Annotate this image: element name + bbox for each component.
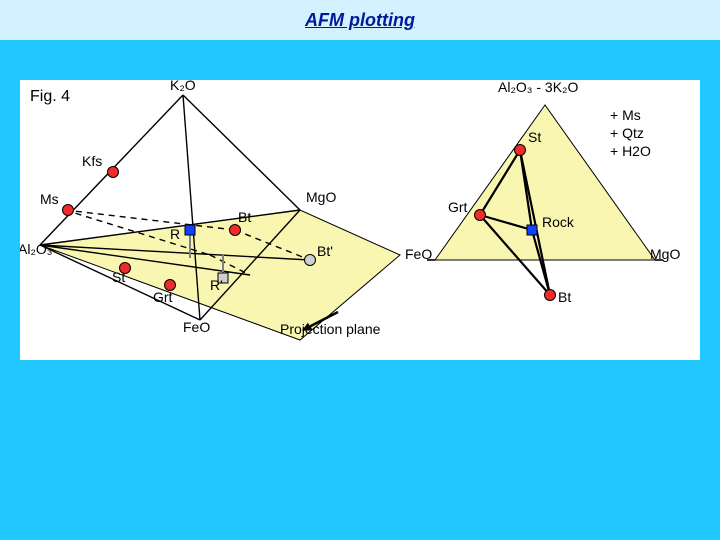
apex-label: FeO [183, 319, 210, 335]
afm-bt [545, 290, 556, 301]
excess-phase: + Qtz [610, 125, 644, 141]
mineral-kfs [108, 167, 119, 178]
apex-label: K₂O [170, 80, 196, 93]
mineral-label-grt: Grt [153, 289, 173, 305]
mineral-label-kfs: Kfs [82, 153, 102, 169]
mineral-label-bt': Bt' [317, 243, 333, 259]
afm-label-st: St [528, 129, 541, 145]
afm-grt [475, 210, 486, 221]
afm-apex-label: Al₂O₃ - 3K₂O [498, 80, 578, 95]
apex-label: Al₂O₃ [20, 241, 52, 257]
afm-rock [527, 225, 537, 235]
tetra-edge [183, 95, 300, 210]
mineral-label-st: St [112, 269, 125, 285]
dashed-projection [65, 210, 235, 230]
afm-st [515, 145, 526, 156]
title-bar: AFM plotting [0, 0, 720, 40]
afm-base-right-label: MgO [650, 246, 680, 262]
diagram-svg: Kfs Ms St Grt Bt Bt' R R' K₂O Al₂O₃ MgO FeO Projecti… [20, 80, 700, 360]
title-text: AFM plotting [305, 10, 415, 31]
excess-phase: + H2O [610, 143, 651, 159]
mineral-label-bt: Bt [238, 209, 251, 225]
rock-R [185, 225, 195, 235]
rock-label-R: R [170, 226, 180, 242]
mineral-bt' [305, 255, 316, 266]
projection-plane-label: Projection plane [280, 321, 381, 337]
mineral-ms [63, 205, 74, 216]
excess-phase: + Ms [610, 107, 641, 123]
rock-label-Rprime: R' [210, 277, 223, 293]
mineral-label-ms: Ms [40, 191, 59, 207]
apex-label: MgO [306, 189, 336, 205]
afm-label-grt: Grt [448, 199, 468, 215]
afm-rock-label: Rock [542, 214, 575, 230]
afm-label-bt: Bt [558, 289, 571, 305]
mineral-bt [230, 225, 241, 236]
stage: Fig. 4 KfsMsStGrtBtBt'RR'K₂OAl₂O₃MgOFeOP… [0, 40, 720, 540]
